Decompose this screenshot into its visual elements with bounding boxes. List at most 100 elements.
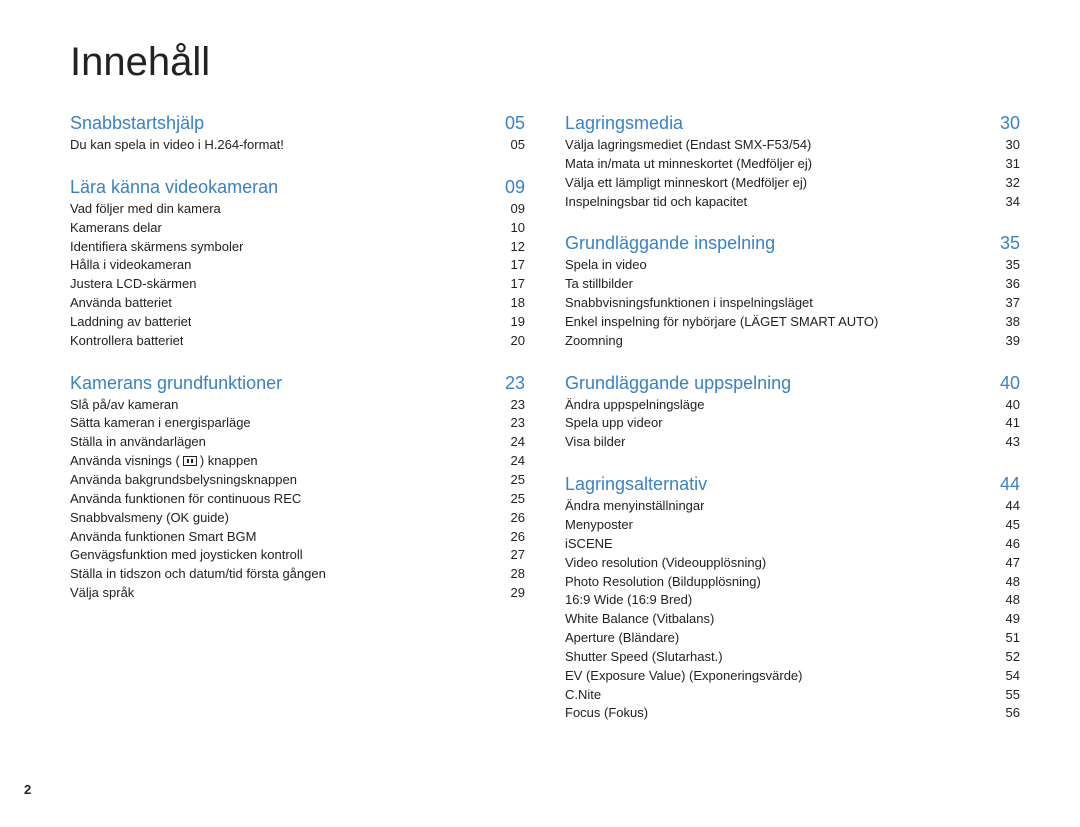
toc-entry[interactable]: Snabbvisningsfunktionen i inspelningsläg… bbox=[565, 294, 1020, 313]
toc-entry-page: 28 bbox=[505, 565, 525, 584]
toc-entry[interactable]: Använda visnings () knappen24 bbox=[70, 452, 525, 471]
toc-entry[interactable]: Använda bakgrundsbelysningsknappen25 bbox=[70, 471, 525, 490]
toc-entry[interactable]: Spela upp videor 41 bbox=[565, 414, 1020, 433]
toc-entry[interactable]: Justera LCD-skärmen 17 bbox=[70, 275, 525, 294]
toc-entry[interactable]: Slå på/av kameran23 bbox=[70, 396, 525, 415]
toc-entry[interactable]: Ta stillbilder36 bbox=[565, 275, 1020, 294]
toc-entry-label: Justera LCD-skärmen bbox=[70, 275, 196, 294]
toc-entry[interactable]: Välja ett lämpligt minneskort (Medföljer… bbox=[565, 174, 1020, 193]
toc-entry-page: 55 bbox=[1000, 686, 1020, 705]
toc-section-page: 09 bbox=[505, 177, 525, 198]
toc-entry-label: C.Nite bbox=[565, 686, 601, 705]
toc-entry-label: Aperture (Bländare) bbox=[565, 629, 679, 648]
page-title: Innehåll bbox=[70, 40, 1020, 85]
toc-entry[interactable]: Du kan spela in video i H.264-format!05 bbox=[70, 136, 525, 155]
toc-entry[interactable]: Menyposter45 bbox=[565, 516, 1020, 535]
toc-entry-page: 20 bbox=[505, 332, 525, 351]
toc-entry-label: EV (Exposure Value) (Exponeringsvärde) bbox=[565, 667, 803, 686]
toc-entry[interactable]: 16:9 Wide (16:9 Bred)48 bbox=[565, 591, 1020, 610]
toc-entry-page: 52 bbox=[1000, 648, 1020, 667]
toc-section-heading[interactable]: Snabbstartshjälp05 bbox=[70, 113, 525, 134]
toc-entry[interactable]: Välja språk29 bbox=[70, 584, 525, 603]
toc-entry[interactable]: C.Nite 55 bbox=[565, 686, 1020, 705]
toc-entry[interactable]: Spela in video35 bbox=[565, 256, 1020, 275]
toc-entry-label: Enkel inspelning för nybörjare (LÄGET SM… bbox=[565, 313, 878, 332]
display-icon bbox=[183, 456, 197, 466]
toc-section-heading[interactable]: Lagringsalternativ44 bbox=[565, 474, 1020, 495]
toc-entry-page: 25 bbox=[505, 490, 525, 509]
toc-section-heading[interactable]: Kamerans grundfunktioner23 bbox=[70, 373, 525, 394]
toc-entry[interactable]: Enkel inspelning för nybörjare (LÄGET SM… bbox=[565, 313, 1020, 332]
toc-entry-label: Välja ett lämpligt minneskort (Medföljer… bbox=[565, 174, 807, 193]
toc-entry[interactable]: Laddning av batteriet19 bbox=[70, 313, 525, 332]
toc-section-page: 05 bbox=[505, 113, 525, 134]
toc-section-heading[interactable]: Grundläggande inspelning35 bbox=[565, 233, 1020, 254]
toc-entry-page: 51 bbox=[1000, 629, 1020, 648]
toc-entry-label: Identifiera skärmens symboler bbox=[70, 238, 243, 257]
toc-entry[interactable]: Ändra uppspelningsläge40 bbox=[565, 396, 1020, 415]
toc-entry-label: iSCENE bbox=[565, 535, 613, 554]
toc-entry-page: 34 bbox=[1000, 193, 1020, 212]
toc-entry[interactable]: Kontrollera batteriet 20 bbox=[70, 332, 525, 351]
toc-entry-label: Använda funktionen Smart BGM bbox=[70, 528, 256, 547]
toc-entry-label: Zoomning bbox=[565, 332, 623, 351]
toc-section-heading[interactable]: Lagringsmedia30 bbox=[565, 113, 1020, 134]
toc-section-heading[interactable]: Lära känna videokameran09 bbox=[70, 177, 525, 198]
toc-entry[interactable]: Ställa in tidszon och datum/tid första g… bbox=[70, 565, 525, 584]
toc-entry[interactable]: Ställa in användarlägen24 bbox=[70, 433, 525, 452]
toc-entry[interactable]: White Balance (Vitbalans)49 bbox=[565, 610, 1020, 629]
toc-entry-page: 10 bbox=[505, 219, 525, 238]
toc-entry[interactable]: Aperture (Bländare) 51 bbox=[565, 629, 1020, 648]
toc-section-heading[interactable]: Grundläggande uppspelning40 bbox=[565, 373, 1020, 394]
toc-entry[interactable]: Använda batteriet18 bbox=[70, 294, 525, 313]
toc-section: Lagringsmedia30 Välja lagringsmediet (End… bbox=[565, 113, 1020, 211]
toc-entry-label: Spela upp videor bbox=[565, 414, 663, 433]
toc-entry[interactable]: Använda funktionen för continuous REC 25 bbox=[70, 490, 525, 509]
toc-section: Grundläggande uppspelning40 Ändra uppspel… bbox=[565, 373, 1020, 453]
toc-entry-label: Kamerans delar bbox=[70, 219, 162, 238]
toc-entry-label: Inspelningsbar tid och kapacitet bbox=[565, 193, 747, 212]
toc-entry[interactable]: Mata in/mata ut minneskortet (Medföljer … bbox=[565, 155, 1020, 174]
toc-entry[interactable]: Kamerans delar 10 bbox=[70, 219, 525, 238]
toc-entry[interactable]: Photo Resolution (Bildupplösning)48 bbox=[565, 573, 1020, 592]
toc-entry-label: Focus (Fokus) bbox=[565, 704, 648, 723]
toc-entry[interactable]: Välja lagringsmediet (Endast SMX-F53/54)… bbox=[565, 136, 1020, 155]
toc-section-title: Lagringsalternativ bbox=[565, 474, 707, 495]
toc-entry[interactable]: Snabbvalsmeny (OK guide)26 bbox=[70, 509, 525, 528]
toc-entry[interactable]: Visa bilder43 bbox=[565, 433, 1020, 452]
toc-entry[interactable]: EV (Exposure Value) (Exponeringsvärde)54 bbox=[565, 667, 1020, 686]
toc-entry-page: 17 bbox=[505, 275, 525, 294]
toc-entry[interactable]: Ändra menyinställningar44 bbox=[565, 497, 1020, 516]
toc-entry[interactable]: Hålla i videokameran17 bbox=[70, 256, 525, 275]
toc-entry-page: 41 bbox=[1000, 414, 1020, 433]
page-number: 2 bbox=[24, 782, 31, 797]
toc-entry[interactable]: Zoomning39 bbox=[565, 332, 1020, 351]
toc-entry[interactable]: Focus (Fokus) 56 bbox=[565, 704, 1020, 723]
toc-entry[interactable]: Shutter Speed (Slutarhast.) 52 bbox=[565, 648, 1020, 667]
toc-entry-page: 56 bbox=[1000, 704, 1020, 723]
toc-entry-label: Hålla i videokameran bbox=[70, 256, 191, 275]
toc-entry-page: 38 bbox=[1000, 313, 1020, 332]
toc-entry-page: 31 bbox=[1000, 155, 1020, 174]
toc-entry[interactable]: Använda funktionen Smart BGM26 bbox=[70, 528, 525, 547]
toc-entry[interactable]: Sätta kameran i energisparläge23 bbox=[70, 414, 525, 433]
toc-entry[interactable]: iSCENE46 bbox=[565, 535, 1020, 554]
toc-entry[interactable]: Vad följer med din kamera09 bbox=[70, 200, 525, 219]
toc-entry-page: 23 bbox=[505, 396, 525, 415]
toc-entry-page: 18 bbox=[505, 294, 525, 313]
toc-entry[interactable]: Inspelningsbar tid och kapacitet 34 bbox=[565, 193, 1020, 212]
toc-entry-label: Snabbvalsmeny (OK guide) bbox=[70, 509, 229, 528]
toc-entry-label: Välja lagringsmediet (Endast SMX-F53/54) bbox=[565, 136, 811, 155]
toc-entry[interactable]: Identifiera skärmens symboler12 bbox=[70, 238, 525, 257]
toc-entry-page: 19 bbox=[505, 313, 525, 332]
toc-entry-label: Använda funktionen för continuous REC bbox=[70, 490, 301, 509]
toc-entry-label: Du kan spela in video i H.264-format! bbox=[70, 136, 284, 155]
toc-entry-label: Vad följer med din kamera bbox=[70, 200, 221, 219]
toc-entry-label: Kontrollera batteriet bbox=[70, 332, 183, 351]
toc-columns: Snabbstartshjälp05 Du kan spela in video … bbox=[70, 113, 1020, 745]
toc-entry-page: 35 bbox=[1000, 256, 1020, 275]
toc-entry[interactable]: Video resolution (Videoupplösning)47 bbox=[565, 554, 1020, 573]
toc-column-right: Lagringsmedia30 Välja lagringsmediet (End… bbox=[565, 113, 1020, 745]
toc-entry[interactable]: Genvägsfunktion med joysticken kontroll2… bbox=[70, 546, 525, 565]
toc-entry-label: Shutter Speed (Slutarhast.) bbox=[565, 648, 723, 667]
